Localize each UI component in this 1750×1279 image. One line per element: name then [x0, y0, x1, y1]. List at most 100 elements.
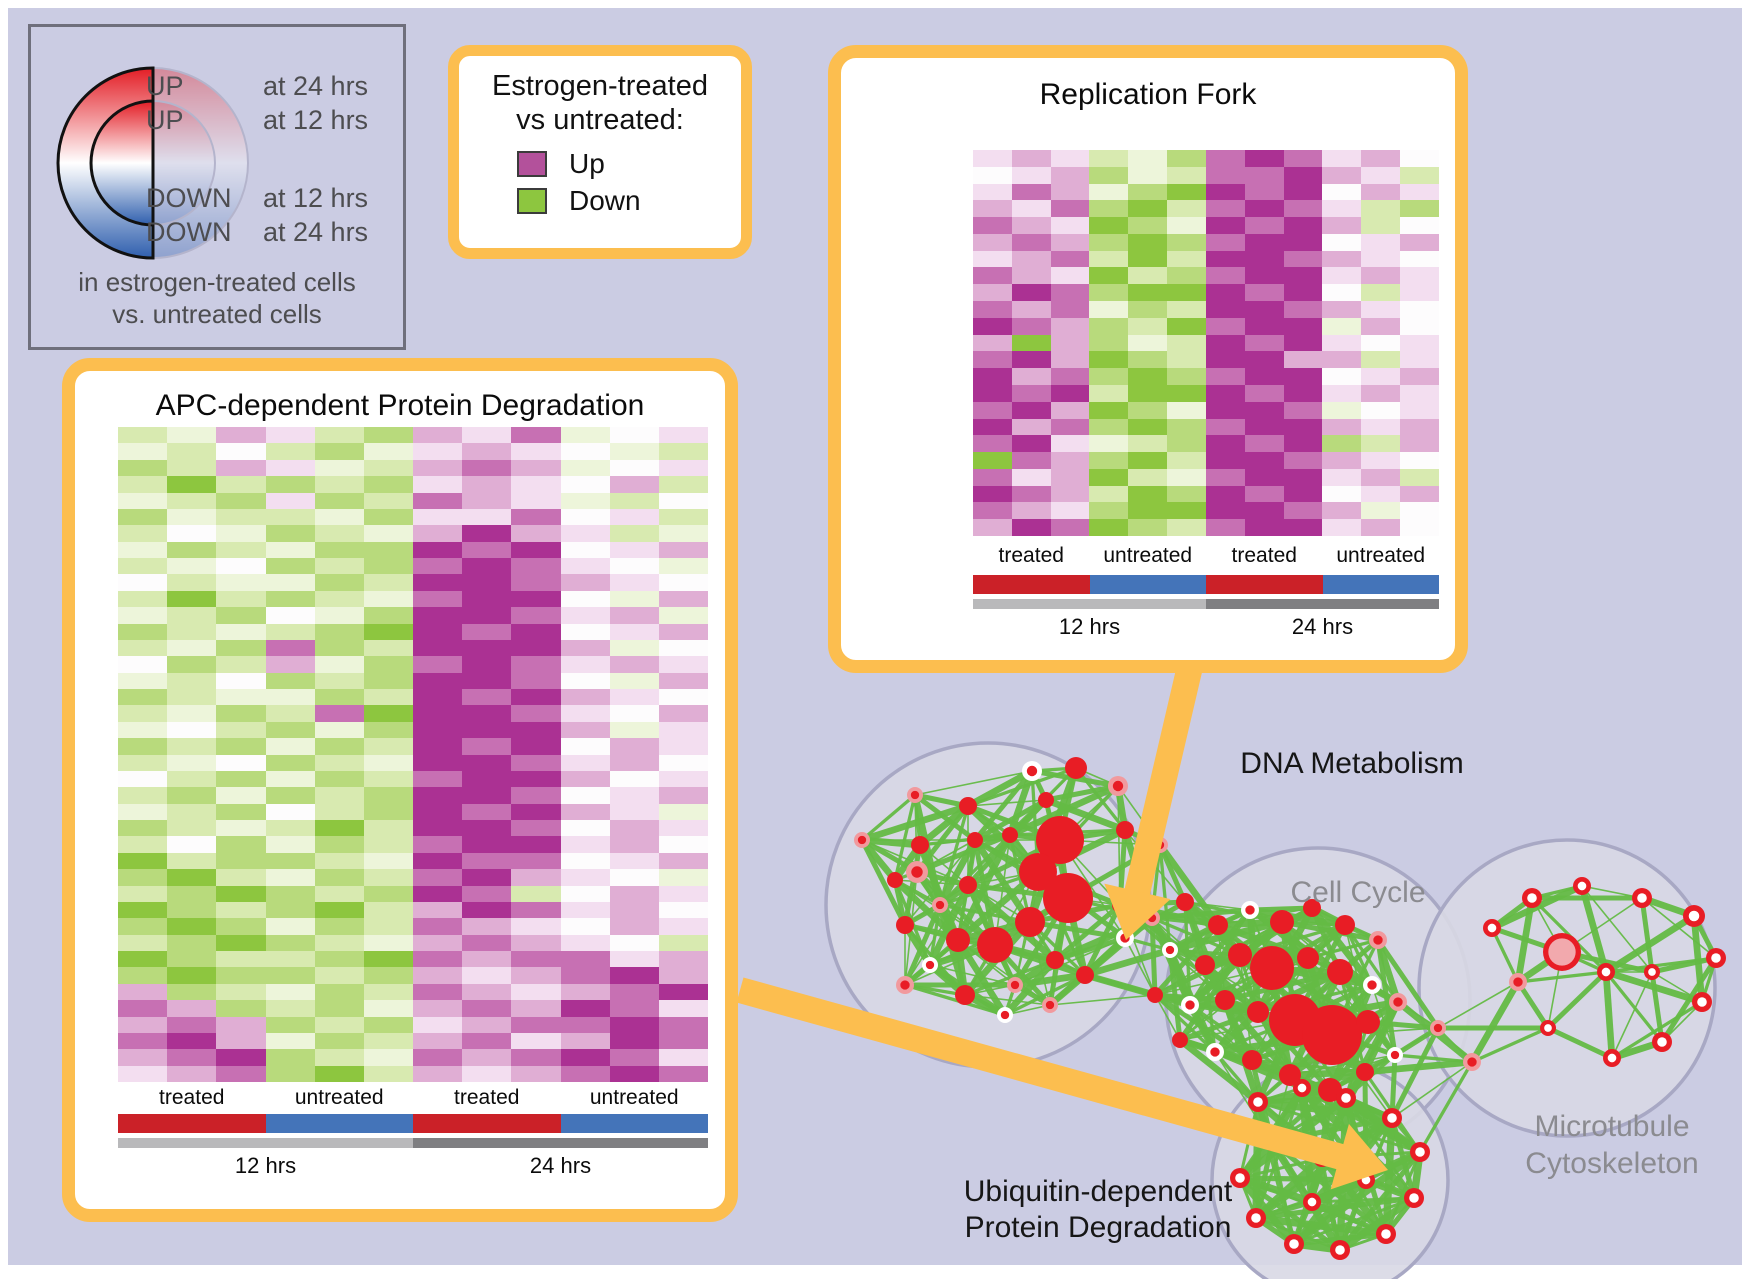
heatmap-cell: [167, 1065, 217, 1082]
heatmap-cell: [462, 541, 512, 558]
heatmap-cell: [609, 689, 659, 706]
heatmap-cell: [1011, 368, 1051, 385]
heatmap-cell: [1322, 200, 1362, 218]
heatmap-cell: [560, 590, 610, 608]
network-node: [1208, 915, 1228, 935]
network-node: [959, 797, 977, 815]
heatmap-cell: [658, 738, 709, 755]
heatmap-cell: [265, 951, 315, 968]
heatmap-cell: [560, 836, 610, 853]
heatmap-cell: [167, 951, 217, 968]
heatmap-row: [973, 183, 1439, 201]
heatmap-cell: [265, 607, 315, 624]
heatmap-cell: [1089, 401, 1129, 419]
heatmap-cell: [216, 492, 266, 509]
network-edge: [1049, 994, 1156, 1006]
heatmap-cell: [511, 770, 561, 788]
heatmap-cell: [1322, 250, 1362, 268]
heatmap-cell: [560, 721, 610, 739]
heatmap-cell: [118, 590, 168, 608]
heatmap-cell: [1244, 368, 1284, 385]
heatmap-cell: [1128, 267, 1168, 285]
heatmap-cell: [609, 672, 659, 689]
network-edge: [1044, 796, 1127, 834]
network-node: [1165, 945, 1175, 955]
heatmap-cell: [560, 869, 610, 886]
heatmap-cell: [511, 623, 561, 640]
heatmap-row: [118, 1032, 709, 1050]
heatmap-cell: [1361, 267, 1401, 285]
heatmap-cell: [1128, 301, 1168, 318]
heatmap-cell: [1050, 217, 1090, 234]
heatmap-cell: [462, 558, 512, 575]
network-edge: [1154, 994, 1181, 1041]
heatmap-cell: [1361, 150, 1401, 167]
network-node: [1307, 1197, 1317, 1207]
heatmap-cell: [1400, 519, 1439, 536]
heatmap-cell: [265, 869, 315, 886]
heatmap-cell: [118, 558, 168, 575]
heatmap-cell: [658, 689, 709, 706]
heatmap-cell: [265, 1000, 315, 1017]
network-edge: [1389, 1026, 1441, 1120]
updown-caption-line2: vs. untreated cells: [112, 299, 322, 329]
updown-ring-diagram-icon: [56, 66, 249, 260]
heatmap-cell: [1244, 150, 1284, 167]
heatmap-cell: [1205, 418, 1245, 436]
heatmap-cell: [1361, 485, 1401, 503]
network-node: [1415, 1147, 1425, 1157]
network-node: [1390, 1050, 1400, 1060]
heatmap-cell: [511, 1000, 561, 1017]
heatmap-cell: [1244, 267, 1284, 285]
network-edge: [1320, 1157, 1342, 1251]
heatmap-cell: [658, 803, 709, 820]
treated-bar-segment: [413, 1114, 561, 1133]
heatmap-row: [118, 689, 709, 706]
heatmap-cell: [413, 918, 463, 935]
heatmap-cell: [363, 639, 414, 657]
heatmap-row: [118, 459, 709, 477]
heatmap-cell: [1283, 519, 1323, 536]
heatmap-cell: [216, 1016, 266, 1033]
network-edge: [1256, 968, 1342, 1016]
heatmap-cell: [973, 217, 1012, 234]
network-node: [946, 928, 970, 952]
heatmap-cell: [462, 1065, 512, 1082]
heatmap-cell: [462, 983, 512, 1001]
heatmap-cell: [216, 590, 266, 608]
heatmap-cell: [609, 656, 659, 673]
heatmap-cell: [1283, 317, 1323, 335]
heatmap-row: [973, 401, 1439, 419]
heatmap-cell: [216, 803, 266, 820]
heatmap-cell: [1205, 502, 1245, 520]
heatmap-cell: [363, 836, 414, 853]
heatmap-cell: [1205, 317, 1245, 335]
heatmap-cell: [1050, 351, 1090, 369]
heatmap-row: [973, 250, 1439, 268]
heatmap-cell: [167, 1032, 217, 1050]
heatmap-row: [118, 721, 709, 739]
heatmap-cell: [314, 852, 364, 870]
network-edge: [1394, 1053, 1473, 1064]
heatmap-cell: [363, 476, 414, 493]
heatmap-cell: [1244, 485, 1284, 503]
heatmap-cell: [413, 508, 463, 526]
heatmap-cell: [1089, 452, 1129, 469]
heatmap-cell: [658, 459, 709, 477]
network-edge: [1310, 1199, 1388, 1237]
heatmap-cell: [1128, 200, 1168, 218]
network-node: [959, 876, 977, 894]
cluster-label: Cytoskeleton: [1525, 1147, 1699, 1180]
heatmap-cell: [1400, 301, 1439, 318]
heatmap-cell: [363, 820, 414, 837]
heatmap-cell: [1050, 485, 1090, 503]
heatmap-cell: [118, 607, 168, 624]
heatmap-cell: [462, 803, 512, 820]
time-label: 12 hrs: [1058, 614, 1121, 639]
heatmap-cell: [363, 869, 414, 886]
network-node: [1303, 899, 1321, 917]
network-node: [977, 927, 1013, 963]
heatmap-cell: [1011, 150, 1051, 167]
heatmap-cell: [314, 590, 364, 608]
heatmap-cell: [658, 427, 709, 444]
